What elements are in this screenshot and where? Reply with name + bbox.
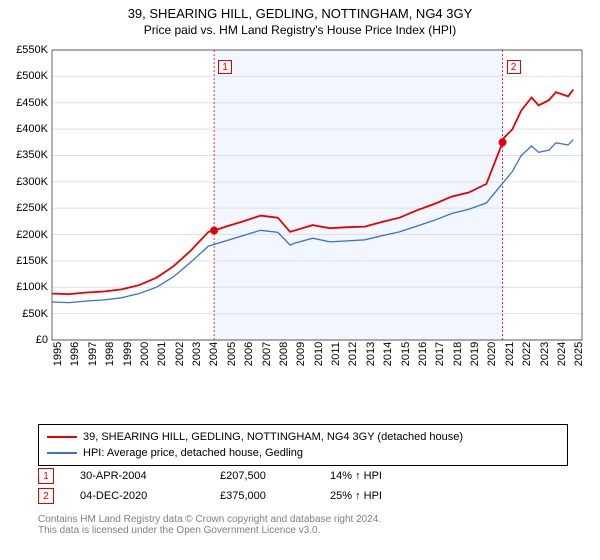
transaction-badge: 2 — [38, 488, 54, 504]
footer-line-1: Contains HM Land Registry data © Crown c… — [38, 514, 568, 525]
y-tick-label: £50K — [2, 308, 48, 320]
y-tick-label: £300K — [2, 176, 48, 188]
x-tick-label: 2006 — [243, 342, 255, 366]
x-tick-label: 2003 — [191, 342, 203, 366]
x-tick-label: 2019 — [469, 342, 481, 366]
x-tick-label: 2008 — [278, 342, 290, 366]
x-tick-label: 2025 — [573, 342, 585, 366]
x-tick-label: 2010 — [313, 342, 325, 366]
x-tick-label: 2001 — [156, 342, 168, 366]
x-tick-label: 2024 — [556, 342, 568, 366]
x-tick-label: 2017 — [434, 342, 446, 366]
legend-label-hpi: HPI: Average price, detached house, Gedl… — [83, 447, 303, 459]
x-tick-label: 2015 — [400, 342, 412, 366]
transaction-marker-badge: 1 — [218, 60, 232, 74]
y-tick-label: £400K — [2, 123, 48, 135]
transactions-table: 1 30-APR-2004£207,50014% ↑ HPI 2 04-DEC-202… — [38, 466, 568, 506]
legend: 39, SHEARING HILL, GEDLING, NOTTINGHAM, … — [38, 424, 568, 466]
legend-label-property: 39, SHEARING HILL, GEDLING, NOTTINGHAM, … — [83, 431, 463, 443]
transaction-price: £207,500 — [220, 470, 330, 482]
x-tick-label: 2014 — [382, 342, 394, 366]
transaction-date: 30-APR-2004 — [80, 470, 220, 482]
x-tick-label: 2012 — [347, 342, 359, 366]
x-tick-label: 2011 — [330, 342, 342, 366]
x-tick-label: 1997 — [87, 342, 99, 366]
x-tick-label: 2004 — [208, 342, 220, 366]
x-tick-label: 2016 — [417, 342, 429, 366]
y-tick-label: £200K — [2, 229, 48, 241]
y-tick-label: £450K — [2, 97, 48, 109]
y-tick-label: £150K — [2, 255, 48, 267]
transaction-marker-badge: 2 — [507, 60, 521, 74]
x-tick-label: 2023 — [539, 342, 551, 366]
y-tick-label: £100K — [2, 281, 48, 293]
x-tick-label: 2021 — [504, 342, 516, 366]
y-tick-label: £350K — [2, 149, 48, 161]
transaction-delta: 25% ↑ HPI — [330, 490, 440, 502]
y-tick-label: £550K — [2, 44, 48, 56]
x-tick-label: 1998 — [104, 342, 116, 366]
legend-swatch-property — [47, 436, 77, 438]
x-tick-label: 1996 — [69, 342, 81, 366]
footer-attribution: Contains HM Land Registry data © Crown c… — [38, 514, 568, 536]
x-tick-label: 2022 — [521, 342, 533, 366]
chart-svg — [0, 46, 600, 386]
footer-line-2: This data is licensed under the Open Gov… — [38, 525, 568, 536]
x-tick-label: 2005 — [226, 342, 238, 366]
x-tick-label: 2009 — [295, 342, 307, 366]
x-tick-label: 2020 — [486, 342, 498, 366]
y-tick-label: £0 — [2, 334, 48, 346]
y-tick-label: £500K — [2, 70, 48, 82]
y-tick-label: £250K — [2, 202, 48, 214]
x-tick-label: 2000 — [139, 342, 151, 366]
page-title: 39, SHEARING HILL, GEDLING, NOTTINGHAM, … — [0, 6, 600, 21]
transaction-delta: 14% ↑ HPI — [330, 470, 440, 482]
legend-swatch-hpi — [47, 452, 77, 454]
transaction-row: 1 30-APR-2004£207,50014% ↑ HPI — [38, 466, 568, 486]
price-chart: £0 £50K £100K £150K £200K £250K £300K £350K £400… — [0, 46, 600, 386]
x-tick-label: 1995 — [52, 342, 64, 366]
x-tick-label: 2013 — [365, 342, 377, 366]
legend-item-property: 39, SHEARING HILL, GEDLING, NOTTINGHAM, … — [47, 429, 559, 445]
x-tick-label: 1999 — [122, 342, 134, 366]
legend-item-hpi: HPI: Average price, detached house, Gedl… — [47, 445, 559, 461]
transaction-date: 04-DEC-2020 — [80, 490, 220, 502]
transaction-badge: 1 — [38, 468, 54, 484]
x-tick-label: 2002 — [174, 342, 186, 366]
page-subtitle: Price paid vs. HM Land Registry's House … — [0, 23, 600, 37]
x-tick-label: 2007 — [261, 342, 273, 366]
transaction-price: £375,000 — [220, 490, 330, 502]
x-tick-label: 2018 — [452, 342, 464, 366]
transaction-row: 2 04-DEC-2020£375,00025% ↑ HPI — [38, 486, 568, 506]
